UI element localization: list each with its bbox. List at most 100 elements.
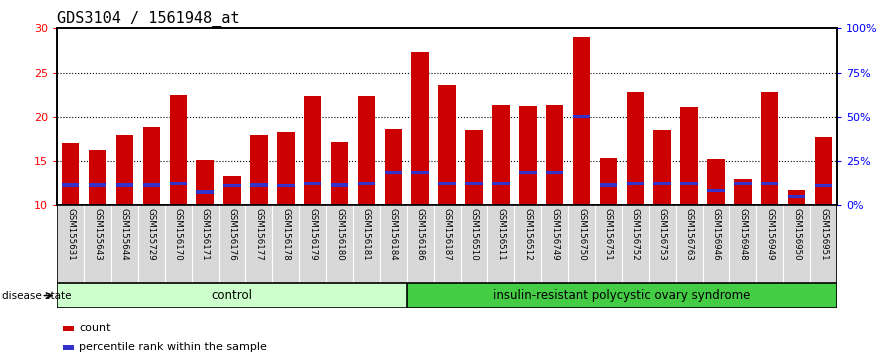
Text: control: control xyxy=(211,289,253,302)
Bar xyxy=(761,182,779,185)
Bar xyxy=(138,205,165,283)
Bar xyxy=(111,205,138,283)
Bar xyxy=(165,205,192,283)
Bar xyxy=(492,105,509,205)
Bar xyxy=(85,205,111,283)
Bar xyxy=(734,182,751,185)
Text: GSM156179: GSM156179 xyxy=(308,209,317,261)
Bar xyxy=(411,52,429,205)
Bar xyxy=(385,171,402,174)
Text: GSM156950: GSM156950 xyxy=(792,209,801,261)
Bar xyxy=(331,183,348,187)
Bar xyxy=(788,195,805,198)
Bar xyxy=(519,106,537,205)
Bar xyxy=(573,37,590,205)
Bar xyxy=(648,205,676,283)
Bar xyxy=(62,183,79,187)
Text: GSM156170: GSM156170 xyxy=(174,209,182,261)
Bar xyxy=(353,205,380,283)
Bar xyxy=(277,132,294,205)
Bar xyxy=(218,205,246,283)
Text: GSM156951: GSM156951 xyxy=(819,209,828,261)
Bar xyxy=(300,205,326,283)
Text: GSM156750: GSM156750 xyxy=(577,209,586,261)
Bar xyxy=(277,184,294,187)
Bar xyxy=(680,182,698,185)
Bar xyxy=(250,135,268,205)
Bar xyxy=(465,130,483,205)
Bar xyxy=(223,176,241,205)
Text: GSM156949: GSM156949 xyxy=(766,209,774,261)
Text: GSM156186: GSM156186 xyxy=(416,209,425,261)
Bar xyxy=(519,171,537,174)
Bar xyxy=(783,205,810,283)
Bar xyxy=(192,205,218,283)
Bar xyxy=(573,115,590,118)
Bar xyxy=(358,97,375,205)
Bar xyxy=(63,345,74,350)
Bar xyxy=(729,205,756,283)
Bar xyxy=(487,205,515,283)
Bar xyxy=(304,97,322,205)
Bar xyxy=(626,92,644,205)
Bar xyxy=(439,85,455,205)
Text: insulin-resistant polycystic ovary syndrome: insulin-resistant polycystic ovary syndr… xyxy=(493,289,751,302)
Bar xyxy=(407,283,837,308)
Bar xyxy=(600,159,618,205)
Bar xyxy=(115,136,133,205)
Bar xyxy=(331,142,348,205)
Bar xyxy=(326,205,353,283)
Bar xyxy=(89,183,107,187)
Text: GSM155631: GSM155631 xyxy=(66,209,75,261)
Bar xyxy=(654,182,671,185)
Bar xyxy=(568,205,595,283)
Bar xyxy=(433,205,461,283)
Bar xyxy=(541,205,568,283)
Text: percentile rank within the sample: percentile rank within the sample xyxy=(79,342,267,352)
Text: GSM156180: GSM156180 xyxy=(335,209,344,261)
Bar xyxy=(815,137,833,205)
Bar xyxy=(385,129,402,205)
Bar xyxy=(546,105,563,205)
Bar xyxy=(62,143,79,205)
Bar xyxy=(246,205,272,283)
Text: GSM156751: GSM156751 xyxy=(603,209,613,261)
Bar xyxy=(143,183,160,187)
Bar xyxy=(810,205,837,283)
Bar xyxy=(169,182,187,185)
Bar xyxy=(196,190,214,194)
Text: GSM156181: GSM156181 xyxy=(362,209,371,261)
Text: GSM155644: GSM155644 xyxy=(120,209,129,261)
Bar xyxy=(595,205,622,283)
Bar xyxy=(600,183,618,187)
Bar xyxy=(89,150,107,205)
Bar xyxy=(358,182,375,185)
Text: GSM156763: GSM156763 xyxy=(685,209,693,261)
Bar xyxy=(439,182,455,185)
Text: GSM155643: GSM155643 xyxy=(93,209,102,261)
Bar xyxy=(622,205,648,283)
Bar xyxy=(702,205,729,283)
Bar xyxy=(304,182,322,185)
Text: GDS3104 / 1561948_at: GDS3104 / 1561948_at xyxy=(57,11,240,27)
Bar xyxy=(143,127,160,205)
Text: GSM156753: GSM156753 xyxy=(658,209,667,261)
Bar xyxy=(546,171,563,174)
Text: GSM155729: GSM155729 xyxy=(147,209,156,261)
Text: GSM156178: GSM156178 xyxy=(281,209,291,261)
Text: GSM156511: GSM156511 xyxy=(496,209,506,261)
Text: GSM156752: GSM156752 xyxy=(631,209,640,261)
Bar xyxy=(788,190,805,205)
Bar xyxy=(756,205,783,283)
Bar xyxy=(707,159,725,205)
Text: GSM156176: GSM156176 xyxy=(227,209,236,261)
Bar xyxy=(223,184,241,187)
Bar xyxy=(734,179,751,205)
Bar xyxy=(169,95,187,205)
Text: GSM156510: GSM156510 xyxy=(470,209,478,261)
Bar xyxy=(380,205,407,283)
Text: count: count xyxy=(79,322,111,333)
Bar xyxy=(407,205,433,283)
Bar xyxy=(492,182,509,185)
Bar xyxy=(115,183,133,187)
